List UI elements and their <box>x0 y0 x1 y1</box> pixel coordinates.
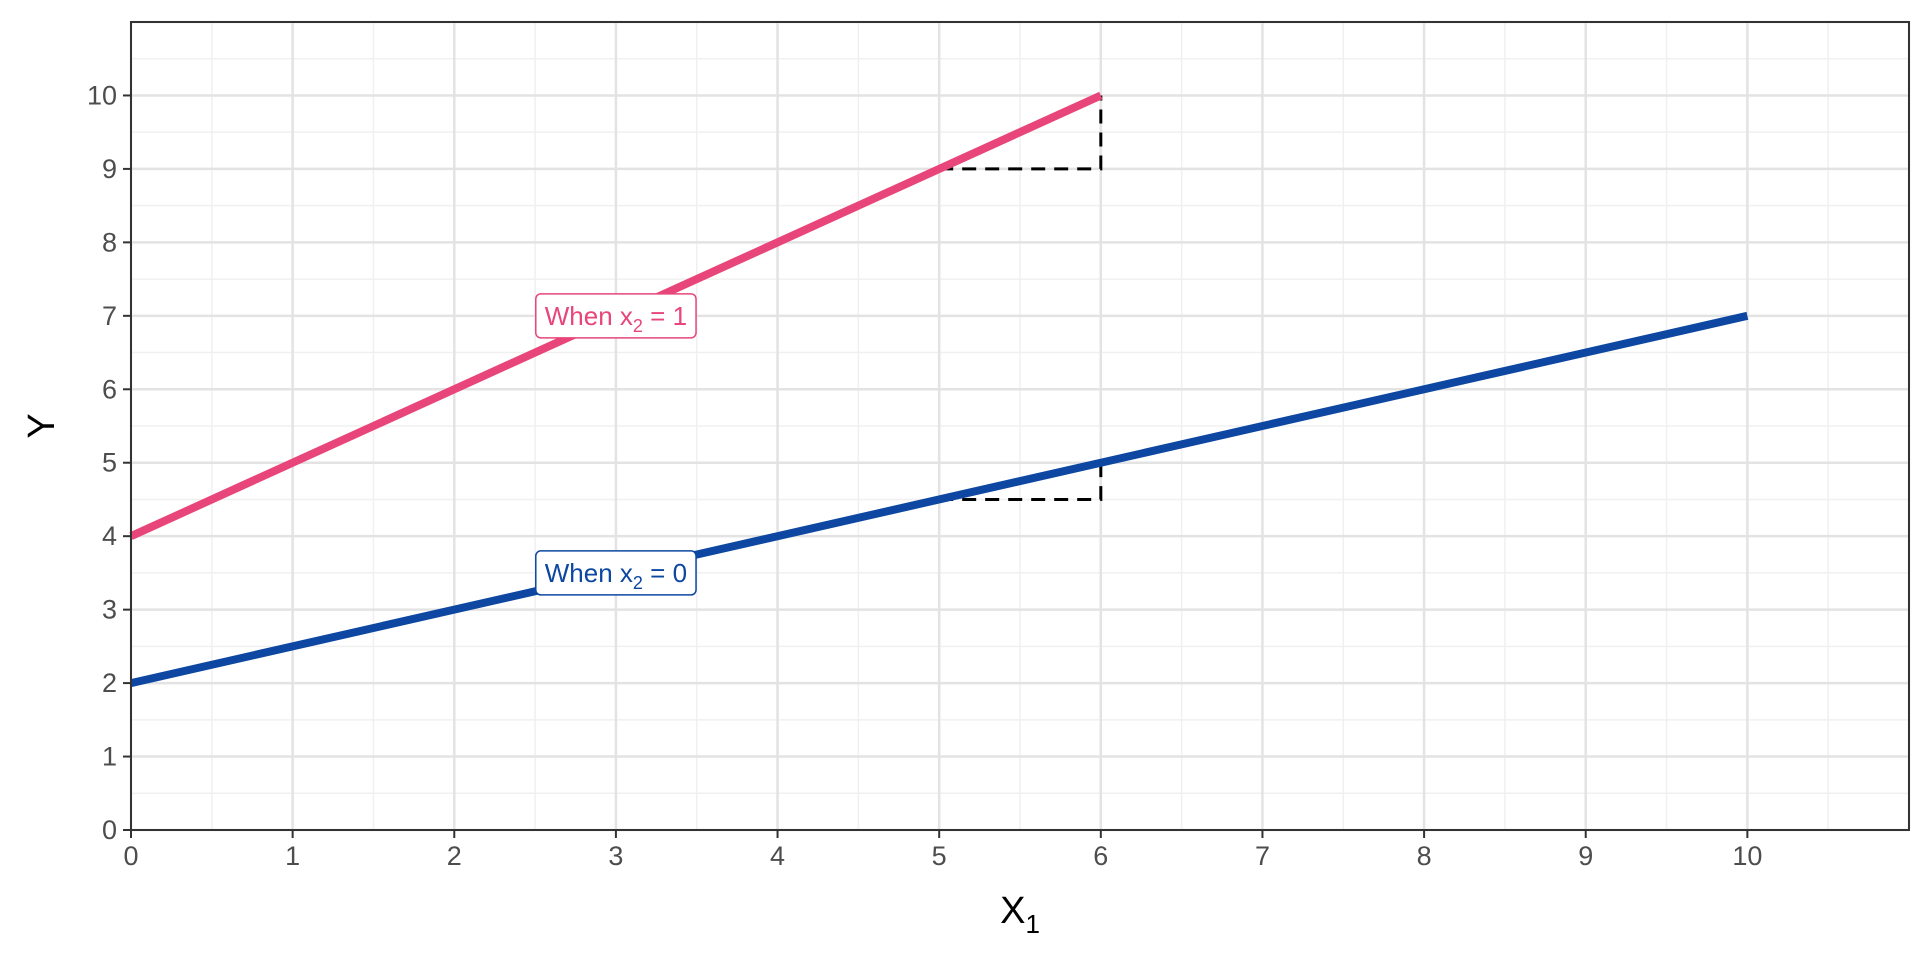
y-tick-label: 4 <box>102 521 117 551</box>
slope-triangle <box>939 462 1103 501</box>
series-label-box <box>535 550 697 596</box>
x-tick-label: 4 <box>770 841 785 871</box>
x-tick-label: 2 <box>447 841 462 871</box>
y-axis-title: Y <box>21 413 63 438</box>
x-tick-label: 6 <box>1093 841 1108 871</box>
y-tick-label: 10 <box>87 80 117 110</box>
x-axis-title: X1 <box>1000 890 1040 939</box>
y-tick-label: 7 <box>102 301 117 331</box>
series-labels: When x2 = 1 When x2 = 0 <box>535 293 697 596</box>
series-label-text: When x2 = 0 <box>545 558 687 593</box>
series-label-x2_0: When x2 = 0 <box>535 550 697 596</box>
y-axis: 0 1 2 3 4 5 6 7 8 9 10 <box>87 80 131 845</box>
series-line-x2_0 <box>130 311 1749 687</box>
x-tick-label: 7 <box>1255 841 1270 871</box>
series-label-box <box>535 293 697 339</box>
y-tick-label: 8 <box>102 227 117 257</box>
y-tick-label: 3 <box>102 595 117 625</box>
y-tick-label: 6 <box>102 374 117 404</box>
y-tick-label: 9 <box>102 154 117 184</box>
series-label-x2_1: When x2 = 1 <box>535 293 697 339</box>
x-axis: 0 1 2 3 4 5 6 7 8 9 10 <box>123 830 1762 871</box>
x-tick-label: 0 <box>123 841 138 871</box>
minor-gridlines <box>131 22 1909 830</box>
x-axis-title-subscript: 1 <box>1025 909 1039 939</box>
x-tick-label: 1 <box>285 841 300 871</box>
panel-border <box>130 21 1910 831</box>
y-tick-label: 0 <box>102 815 117 845</box>
y-tick-label: 2 <box>102 668 117 698</box>
y-tick-label: 1 <box>102 742 117 772</box>
x-tick-label: 3 <box>608 841 623 871</box>
x-tick-label: 5 <box>932 841 947 871</box>
x-tick-label: 10 <box>1732 841 1762 871</box>
x-tick-label: 8 <box>1417 841 1432 871</box>
y-tick-label: 5 <box>102 448 117 478</box>
slope-triangles <box>939 95 1103 501</box>
x-tick-label: 9 <box>1578 841 1593 871</box>
series-label-text: When x2 = 1 <box>545 301 687 336</box>
slope-triangle <box>939 95 1103 171</box>
